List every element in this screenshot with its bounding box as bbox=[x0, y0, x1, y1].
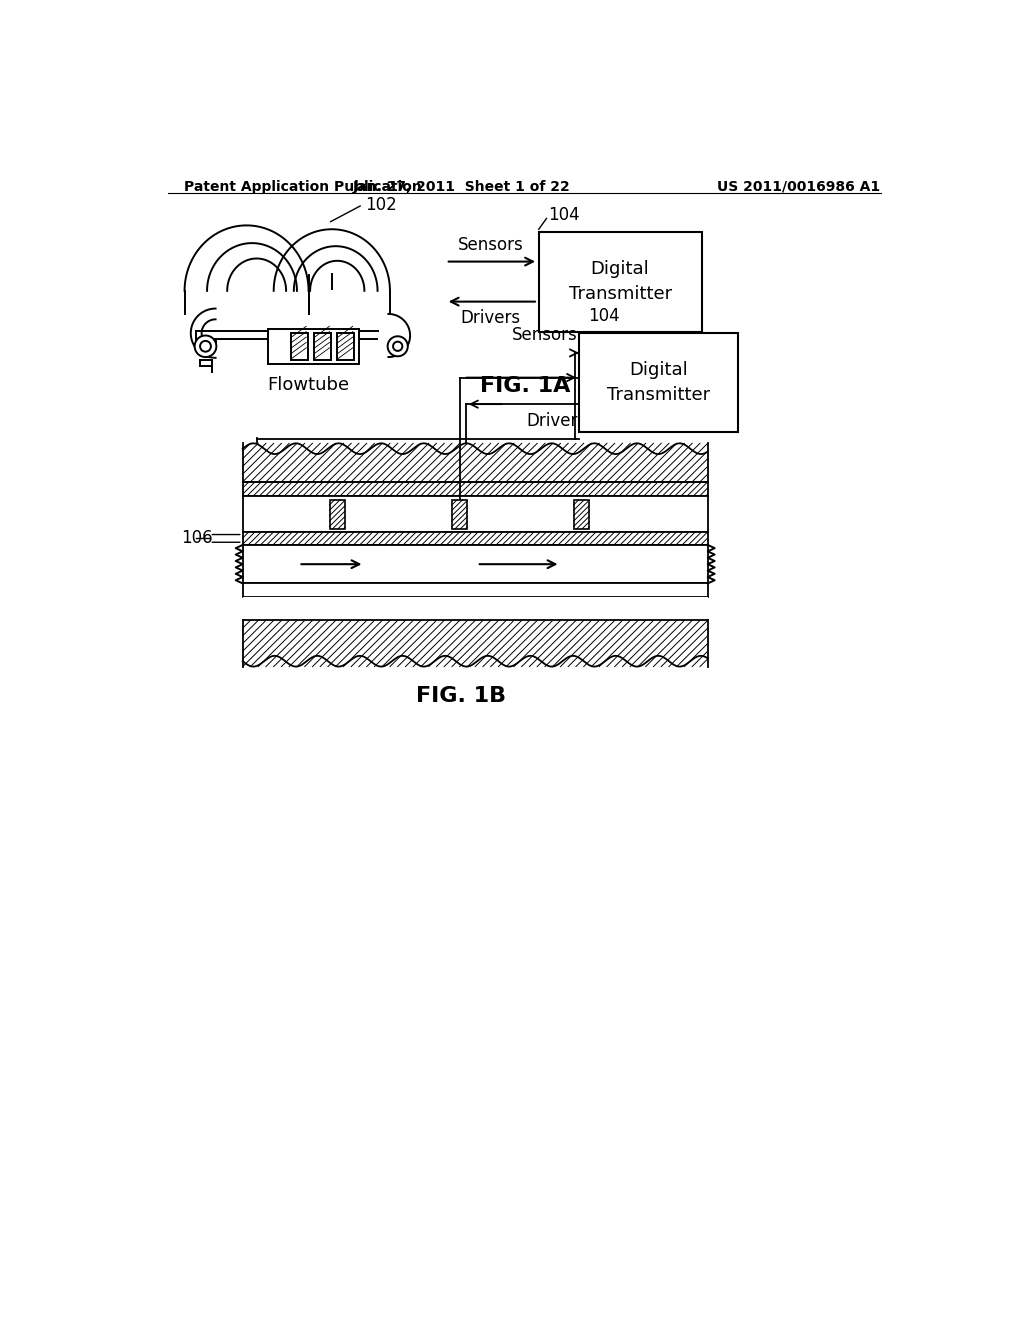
Text: Sensors: Sensors bbox=[512, 326, 578, 345]
Text: FIG. 1B: FIG. 1B bbox=[416, 686, 506, 706]
Bar bbox=[243, 583, 708, 598]
Text: Driver: Driver bbox=[526, 412, 578, 430]
Text: Digital
Transmitter: Digital Transmitter bbox=[568, 260, 672, 304]
Bar bbox=[243, 545, 708, 583]
Text: FIG. 1A: FIG. 1A bbox=[479, 376, 570, 396]
Circle shape bbox=[388, 337, 408, 356]
Text: 104: 104 bbox=[548, 206, 580, 223]
Bar bbox=[337, 333, 354, 360]
Text: US 2011/0016986 A1: US 2011/0016986 A1 bbox=[717, 180, 880, 194]
Bar bbox=[243, 532, 708, 545]
Bar bbox=[243, 620, 708, 667]
Text: Patent Application Publication: Patent Application Publication bbox=[183, 180, 422, 194]
Bar bbox=[330, 499, 345, 529]
Bar bbox=[539, 231, 701, 331]
Bar bbox=[267, 330, 359, 364]
Text: Sensors: Sensors bbox=[458, 236, 523, 253]
Circle shape bbox=[195, 335, 216, 358]
Text: 102: 102 bbox=[366, 195, 397, 214]
Text: Digital
Transmitter: Digital Transmitter bbox=[607, 360, 710, 404]
Text: Drivers: Drivers bbox=[461, 309, 521, 327]
Text: 106: 106 bbox=[180, 529, 212, 548]
Bar bbox=[573, 499, 589, 529]
Bar bbox=[314, 333, 331, 360]
Text: 104: 104 bbox=[589, 308, 620, 325]
Bar bbox=[452, 499, 467, 529]
Bar bbox=[243, 597, 708, 620]
Text: Jan. 27, 2011  Sheet 1 of 22: Jan. 27, 2011 Sheet 1 of 22 bbox=[352, 180, 570, 194]
Bar bbox=[243, 444, 708, 482]
Text: Flowtube: Flowtube bbox=[267, 376, 349, 393]
Bar bbox=[243, 482, 708, 496]
Bar bbox=[579, 333, 738, 432]
Circle shape bbox=[393, 342, 402, 351]
Circle shape bbox=[200, 341, 211, 351]
Bar bbox=[291, 333, 308, 360]
Bar bbox=[243, 496, 708, 532]
